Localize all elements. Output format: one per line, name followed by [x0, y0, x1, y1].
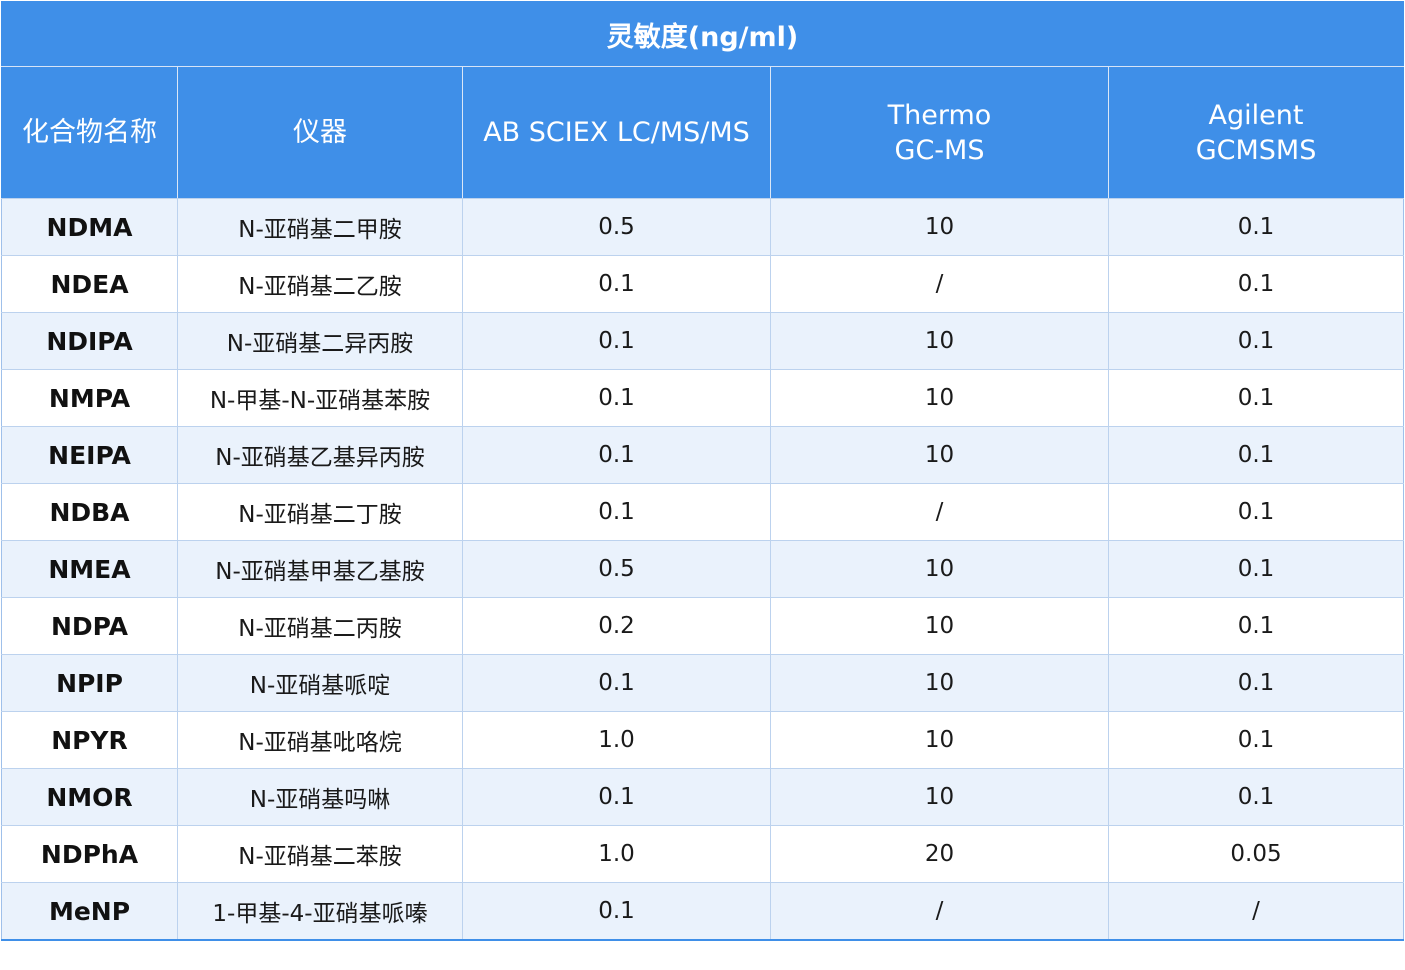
cell-thermo-value: 10: [770, 654, 1109, 712]
header-agilent-line2: GCMSMS: [1195, 134, 1317, 166]
cell-agilent-value: 0.1: [1107, 198, 1405, 256]
cell-compound-name: N-亚硝基二异丙胺: [177, 312, 463, 370]
cell-abbreviation: NEIPA: [1, 426, 178, 484]
sensitivity-table-container: 灵敏度(ng/ml) 化合物名称 仪器 AB SCIEX LC/MS/MS Th…: [0, 1, 1405, 941]
cell-agilent-value: 0.1: [1107, 654, 1405, 712]
cell-agilent-value: 0.1: [1107, 597, 1405, 655]
table-row: NDIPA N-亚硝基二异丙胺 0.1 10 0.1: [1, 312, 1405, 370]
cell-compound-name: N-甲基-N-亚硝基苯胺: [177, 369, 463, 427]
header-thermo-line1: Thermo: [887, 99, 992, 131]
cell-agilent-value: 0.1: [1107, 483, 1405, 541]
cell-abbreviation: NMEA: [1, 540, 178, 598]
cell-thermo-value: 10: [770, 369, 1109, 427]
cell-abbreviation: NPIP: [1, 654, 178, 712]
cell-agilent-value: 0.1: [1107, 312, 1405, 370]
cell-thermo-value: 20: [770, 825, 1109, 883]
cell-thermo-value: 10: [770, 426, 1109, 484]
table-row: NEIPA N-亚硝基乙基异丙胺 0.1 10 0.1: [1, 426, 1405, 484]
cell-ab-sciex-value: 1.0: [462, 711, 771, 769]
cell-compound-name: N-亚硝基哌啶: [177, 654, 463, 712]
cell-abbreviation: NDMA: [1, 198, 178, 256]
table-row: NPIP N-亚硝基哌啶 0.1 10 0.1: [1, 654, 1405, 712]
header-row: 化合物名称 仪器 AB SCIEX LC/MS/MS Thermo GC-MS …: [1, 66, 1405, 199]
cell-compound-name: N-亚硝基二甲胺: [177, 198, 463, 256]
cell-agilent-value: 0.1: [1107, 768, 1405, 826]
cell-compound-name: N-亚硝基乙基异丙胺: [177, 426, 463, 484]
table-row: NMPA N-甲基-N-亚硝基苯胺 0.1 10 0.1: [1, 369, 1405, 427]
cell-ab-sciex-value: 0.1: [462, 312, 771, 370]
cell-agilent-value: 0.1: [1107, 255, 1405, 313]
header-thermo: Thermo GC-MS: [770, 66, 1109, 199]
table-row: NPYR N-亚硝基吡咯烷 1.0 10 0.1: [1, 711, 1405, 769]
table-row: NDPA N-亚硝基二丙胺 0.2 10 0.1: [1, 597, 1405, 655]
header-compound-name: 化合物名称: [1, 66, 178, 199]
cell-thermo-value: /: [770, 882, 1109, 941]
header-agilent: Agilent GCMSMS: [1107, 66, 1405, 199]
cell-agilent-value: 0.1: [1107, 369, 1405, 427]
table-title: 灵敏度(ng/ml): [0, 1, 1405, 67]
header-agilent-line1: Agilent: [1208, 99, 1304, 131]
table-row: NDEA N-亚硝基二乙胺 0.1/0.1: [1, 255, 1405, 313]
table-body: NDMA N-亚硝基二甲胺 0.5 10 0.1 NDEA N-亚硝基二乙胺 0.1/0.1 N…: [1, 198, 1405, 941]
cell-ab-sciex-value: 0.1: [462, 255, 771, 313]
cell-ab-sciex-value: 0.1: [462, 768, 771, 826]
table-row: NDBA N-亚硝基二丁胺 0.1/0.1: [1, 483, 1405, 541]
table-row: NMEA N-亚硝基甲基乙基胺 0.5 10 0.1: [1, 540, 1405, 598]
table-row: NMOR N-亚硝基吗啉 0.1 10 0.1: [1, 768, 1405, 826]
cell-compound-name: 1-甲基-4-亚硝基哌嗪: [177, 882, 463, 941]
cell-ab-sciex-value: 0.1: [462, 369, 771, 427]
cell-ab-sciex-value: 0.1: [462, 483, 771, 541]
cell-compound-name: N-亚硝基吡咯烷: [177, 711, 463, 769]
cell-ab-sciex-value: 0.5: [462, 198, 771, 256]
cell-agilent-value: 0.1: [1107, 711, 1405, 769]
cell-abbreviation: MeNP: [1, 882, 178, 941]
cell-thermo-value: 10: [770, 198, 1109, 256]
cell-thermo-value: 10: [770, 711, 1109, 769]
cell-compound-name: N-亚硝基二苯胺: [177, 825, 463, 883]
sensitivity-table: 灵敏度(ng/ml) 化合物名称 仪器 AB SCIEX LC/MS/MS Th…: [0, 1, 1405, 941]
cell-compound-name: N-亚硝基二乙胺: [177, 255, 463, 313]
cell-compound-name: N-亚硝基吗啉: [177, 768, 463, 826]
cell-ab-sciex-value: 1.0: [462, 825, 771, 883]
header-instrument: 仪器: [177, 66, 463, 199]
cell-agilent-value: 0.1: [1107, 426, 1405, 484]
cell-thermo-value: /: [770, 255, 1109, 313]
cell-thermo-value: 10: [770, 540, 1109, 598]
cell-agilent-value: 0.1: [1107, 540, 1405, 598]
cell-ab-sciex-value: 0.5: [462, 540, 771, 598]
cell-thermo-value: 10: [770, 768, 1109, 826]
cell-abbreviation: NMPA: [1, 369, 178, 427]
table-row: NDMA N-亚硝基二甲胺 0.5 10 0.1: [1, 198, 1405, 256]
cell-ab-sciex-value: 0.2: [462, 597, 771, 655]
cell-compound-name: N-亚硝基甲基乙基胺: [177, 540, 463, 598]
cell-abbreviation: NDPhA: [1, 825, 178, 883]
cell-ab-sciex-value: 0.1: [462, 426, 771, 484]
cell-agilent-value: /: [1107, 882, 1405, 941]
cell-ab-sciex-value: 0.1: [462, 882, 771, 941]
header-ab-sciex: AB SCIEX LC/MS/MS: [462, 66, 771, 199]
cell-agilent-value: 0.05: [1107, 825, 1405, 883]
cell-compound-name: N-亚硝基二丁胺: [177, 483, 463, 541]
header-thermo-line2: GC-MS: [894, 134, 985, 166]
table-row: NDPhA N-亚硝基二苯胺 1.0 20 0.05: [1, 825, 1405, 883]
cell-compound-name: N-亚硝基二丙胺: [177, 597, 463, 655]
cell-abbreviation: NDBA: [1, 483, 178, 541]
cell-abbreviation: NMOR: [1, 768, 178, 826]
title-row: 灵敏度(ng/ml): [0, 1, 1405, 67]
table-row: MeNP 1-甲基-4-亚硝基哌嗪 0.1//: [1, 882, 1405, 941]
cell-ab-sciex-value: 0.1: [462, 654, 771, 712]
cell-abbreviation: NDPA: [1, 597, 178, 655]
cell-thermo-value: /: [770, 483, 1109, 541]
cell-abbreviation: NDIPA: [1, 312, 178, 370]
cell-thermo-value: 10: [770, 312, 1109, 370]
cell-thermo-value: 10: [770, 597, 1109, 655]
cell-abbreviation: NPYR: [1, 711, 178, 769]
cell-abbreviation: NDEA: [1, 255, 178, 313]
